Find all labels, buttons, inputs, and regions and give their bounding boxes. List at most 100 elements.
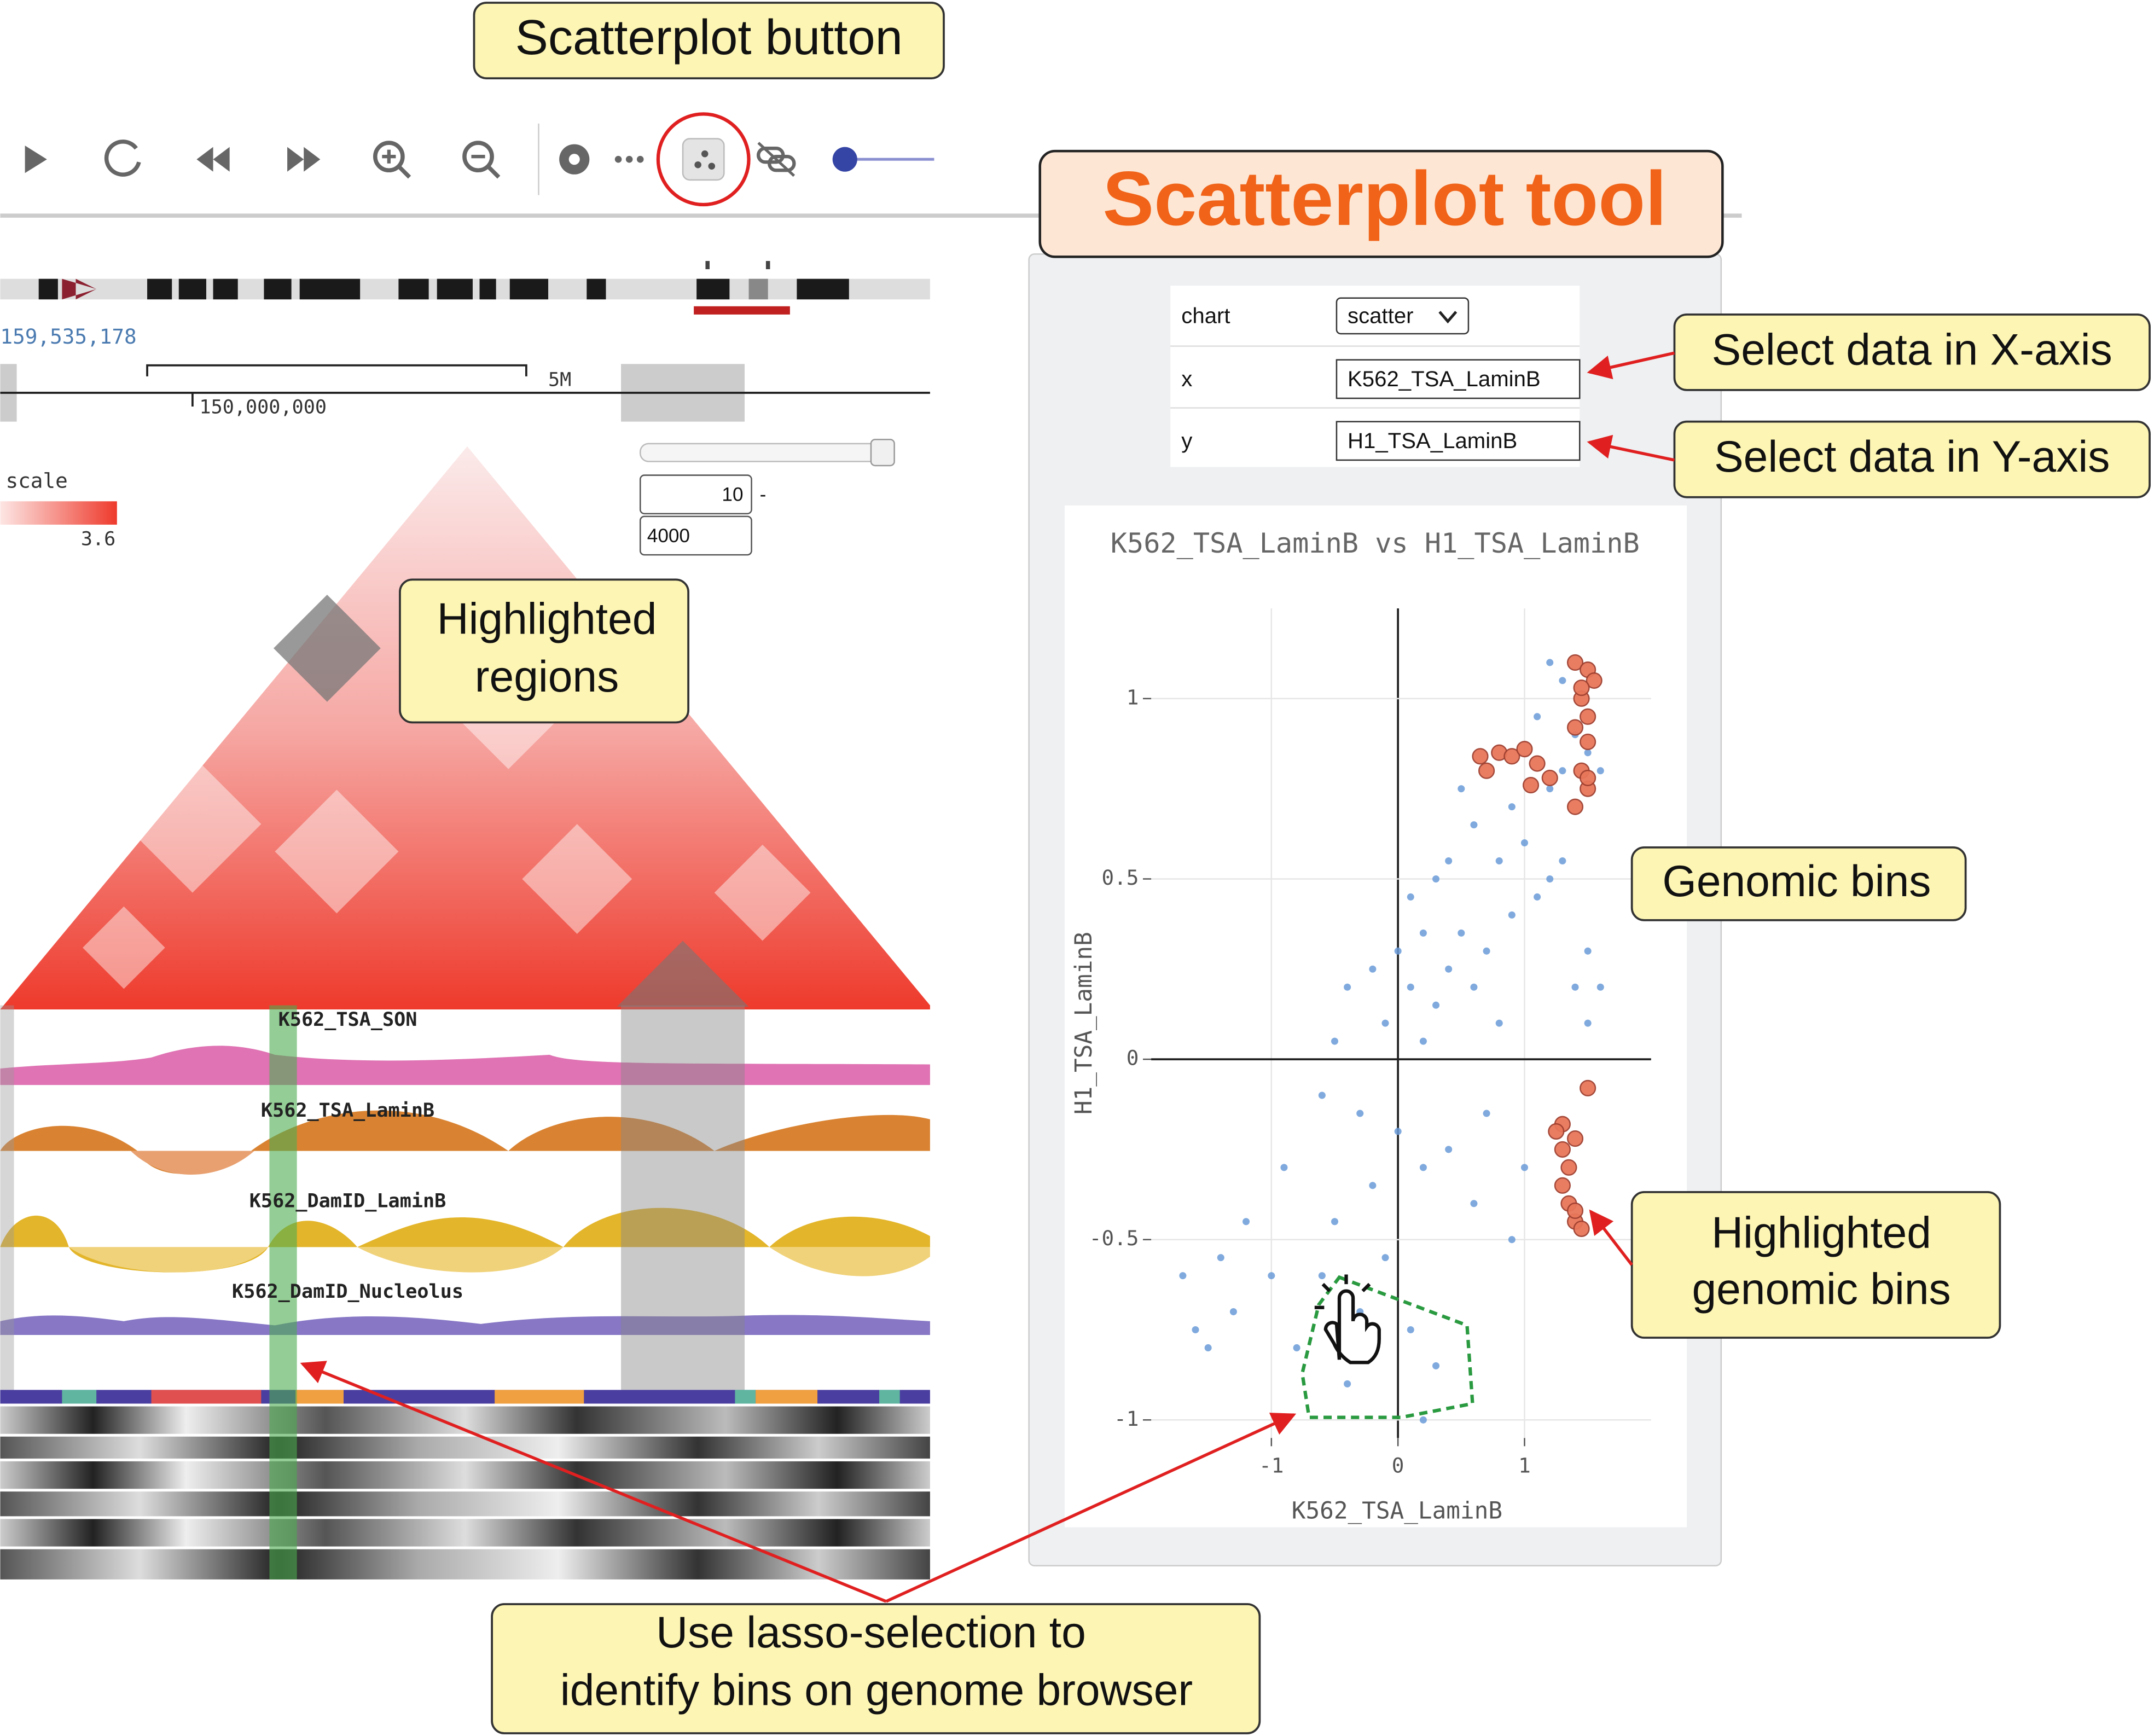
arrow: [1589, 1209, 1633, 1266]
point: [1293, 1344, 1300, 1351]
link-button[interactable]: [756, 142, 796, 177]
point: [1559, 767, 1566, 775]
track-label: K562_TSA_LaminB: [261, 1099, 434, 1122]
point: [1268, 1272, 1275, 1280]
highlighted-region: [273, 594, 381, 702]
point: [1445, 857, 1453, 865]
range-slider[interactable]: [639, 443, 894, 462]
point: [1381, 1254, 1389, 1262]
play-button[interactable]: [25, 146, 47, 173]
callout-text: Use lasso-selection to: [656, 1608, 1086, 1657]
scatterplot-panel: chart x y scatter K562_TSA_LaminB H1_TSA…: [1028, 253, 1722, 1566]
highlighted-point: [1541, 769, 1558, 786]
point: [1356, 1110, 1364, 1117]
color-scale: [0, 501, 117, 525]
highlighted-point: [1548, 1123, 1565, 1140]
highlighted-point: [1472, 748, 1489, 765]
more-button[interactable]: [614, 155, 644, 163]
x-input[interactable]: [1336, 359, 1581, 399]
zoom-out-button[interactable]: [462, 141, 501, 179]
ideogram-band: [748, 278, 768, 300]
range-dash: -: [760, 484, 767, 505]
highlighted-point: [1573, 680, 1590, 696]
y-tick-label: -0.5: [1089, 1226, 1139, 1250]
point: [1559, 857, 1566, 865]
point: [1432, 1362, 1440, 1369]
callout-text: Select data in X-axis: [1712, 325, 2112, 374]
highlighted-point: [1566, 719, 1584, 736]
y-input-value: H1_TSA_LaminB: [1348, 428, 1517, 453]
highlighted-point: [1560, 1159, 1577, 1176]
coordinate: 159,535,178: [0, 324, 136, 349]
range-min-input[interactable]: [639, 474, 752, 515]
scale-max: 3.6: [81, 528, 115, 550]
highlighted-point: [1580, 1079, 1596, 1096]
highlighted-point: [1573, 1220, 1590, 1237]
point: [1344, 983, 1351, 991]
point: [1419, 1164, 1427, 1171]
gray-highlight: [0, 1005, 14, 1401]
forward-button[interactable]: [287, 147, 321, 172]
range-handle[interactable]: [870, 439, 895, 467]
highlighted-point: [1516, 741, 1533, 758]
point: [1331, 1218, 1339, 1226]
point: [1470, 821, 1478, 829]
zoom-in-button[interactable]: [373, 141, 411, 179]
point: [1458, 785, 1465, 793]
point: [1344, 1380, 1351, 1387]
callout: [473, 2, 945, 79]
hic-heatmap: [0, 446, 930, 1010]
point: [1596, 983, 1604, 991]
point: [1318, 1272, 1326, 1280]
chromatin-state-bar: [0, 1390, 930, 1404]
gray-highlight: [621, 1005, 745, 1401]
point: [1483, 1110, 1490, 1117]
point: [1179, 1272, 1187, 1280]
point: [1559, 677, 1566, 684]
point: [1495, 857, 1503, 865]
point: [1596, 767, 1604, 775]
point: [1483, 947, 1490, 955]
track-laminb-neg: [130, 1151, 254, 1175]
chart-select[interactable]: [1336, 297, 1470, 335]
dropdown-arrow: [1438, 311, 1458, 324]
callout: [1630, 846, 1967, 921]
x-tick-label: -1: [1259, 1453, 1284, 1477]
callout: [1630, 1191, 2001, 1339]
track-label: K562_DamID_Nucleolus: [232, 1280, 463, 1303]
point: [1584, 749, 1592, 757]
arrow: [885, 1413, 1297, 1603]
point: [1546, 875, 1554, 882]
arrow: [1587, 434, 1675, 462]
point: [1495, 1019, 1503, 1027]
point: [1520, 1164, 1528, 1171]
settings-button[interactable]: [559, 144, 590, 175]
chart-title: K562_TSA_LaminB vs H1_TSA_LaminB: [1111, 527, 1640, 559]
refresh-button[interactable]: [104, 140, 141, 177]
callout-text: Genomic bins: [1662, 857, 1931, 906]
range-max-input[interactable]: [639, 515, 752, 556]
callout-text: Select data in Y-axis: [1714, 432, 2110, 481]
callout-text: Highlighted: [1711, 1208, 1931, 1257]
annotations: Scatterplot button Scatterplot tool Sele…: [300, 2, 2151, 1734]
slider-handle[interactable]: [832, 147, 857, 172]
view-marker: [694, 306, 790, 315]
point: [1369, 1182, 1377, 1189]
callout: [1673, 313, 2151, 391]
rewind-button[interactable]: [196, 147, 230, 172]
x-axis-label: K562_TSA_LaminB: [1292, 1497, 1502, 1524]
y-input[interactable]: [1336, 421, 1581, 461]
arrow: [300, 1361, 887, 1603]
point: [1243, 1218, 1250, 1226]
highlighted-point: [1554, 1177, 1571, 1194]
highlighted-point: [1566, 1130, 1584, 1147]
highlighted-point: [1566, 798, 1584, 815]
scatterplot-button[interactable]: [682, 138, 725, 181]
ideogram-bands: [38, 278, 849, 300]
chromatin-heatmaps: [0, 1406, 930, 1580]
setting-name: chart: [1181, 303, 1230, 328]
arrow: [1587, 351, 1675, 380]
point: [1432, 875, 1440, 882]
callout-text: identify bins on genome browser: [560, 1665, 1193, 1715]
scale-bar-label: 5M: [548, 368, 571, 391]
